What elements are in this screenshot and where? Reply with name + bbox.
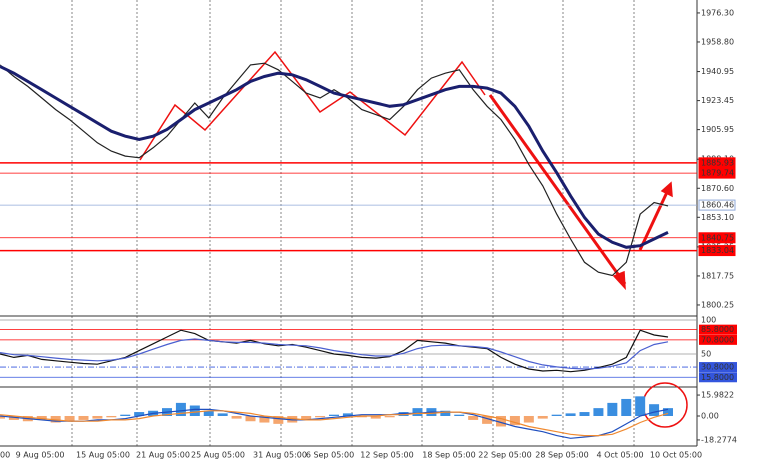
histogram-bar — [259, 415, 270, 423]
x-tick-label: 15 Aug 05:00 — [76, 451, 130, 460]
x-tick-label: 00 — [0, 451, 10, 460]
histogram-bar — [92, 415, 103, 419]
histogram-bar — [50, 415, 61, 423]
vertical-grid — [71, 0, 635, 446]
histogram-bar — [523, 415, 534, 423]
y-tick-label: 0.00 — [701, 411, 719, 420]
histogram-bar — [579, 412, 590, 416]
series-line — [0, 338, 669, 370]
level-label-box — [698, 199, 736, 211]
y-tick-label: 100 — [701, 316, 716, 325]
y-tick-label: 85.8000 — [701, 325, 734, 334]
histogram-bar — [621, 398, 632, 416]
x-tick-label: 12 Sep 05:00 — [360, 451, 413, 460]
y-tick-label: 1870.60 — [701, 184, 734, 193]
level-label: 1833.04 — [701, 246, 734, 255]
panel-borders — [0, 0, 698, 447]
y-tick-label: 1817.75 — [701, 271, 734, 280]
y-tick-label: 1853.10 — [701, 213, 734, 222]
histogram-bar — [551, 414, 562, 416]
y-tick-label: 15.9822 — [701, 391, 734, 400]
histogram-bar — [120, 414, 131, 416]
histogram-bar — [482, 415, 493, 424]
level-label: 1879.74 — [701, 169, 734, 178]
y-tick-label: 70.8000 — [701, 335, 734, 344]
histogram-bar — [78, 415, 89, 420]
tick-label-box — [699, 324, 737, 335]
y-tick-label: 1905.95 — [701, 125, 734, 134]
y-tick-label: 1940.95 — [701, 67, 734, 76]
y-tick-label: 50 — [701, 350, 711, 359]
series-line — [0, 62, 669, 277]
annotations — [139, 50, 688, 428]
x-tick-label: 28 Sep 05:00 — [535, 451, 588, 460]
histogram-bar — [231, 415, 242, 419]
histogram-bar — [565, 413, 576, 416]
y-tick-label: -18.2774 — [701, 435, 737, 444]
level-label-box — [698, 232, 736, 244]
y-tick-label: 15.8000 — [701, 373, 734, 382]
tick-label-box — [699, 372, 737, 383]
histogram-bar — [537, 415, 548, 419]
x-tick-label: 21 Aug 05:00 — [136, 451, 190, 460]
histogram-bar — [106, 415, 117, 418]
histogram-bar — [287, 415, 298, 423]
histogram-bar — [342, 413, 353, 416]
histogram-bar — [398, 412, 409, 416]
tick-label-box — [699, 334, 737, 345]
histogram-bar — [0, 415, 5, 419]
histogram-bar — [175, 402, 186, 416]
level-label: 1860.46 — [701, 201, 734, 210]
x-tick-label: 10 Oct 05:00 — [650, 451, 702, 460]
histogram-bar — [370, 415, 381, 419]
x-tick-label: 25 Aug 05:00 — [191, 451, 245, 460]
histogram-bar — [329, 414, 339, 416]
histogram-bar — [663, 408, 673, 416]
histogram-bar — [412, 408, 423, 416]
histogram-bar — [217, 413, 228, 416]
histogram-bar — [203, 410, 214, 416]
y-tick-label: 1976.30 — [701, 8, 734, 17]
histogram-bar — [301, 415, 312, 420]
histogram-bar — [607, 402, 618, 416]
histogram-bar — [440, 410, 451, 416]
histogram-bar — [593, 408, 604, 416]
x-tick-label: 31 Aug 05:00 — [253, 451, 307, 460]
series-line — [0, 329, 669, 373]
y-tick-label: 1800.25 — [701, 300, 734, 309]
histogram-bar — [189, 405, 200, 416]
level-label: 1885.93 — [701, 158, 734, 167]
x-tick-label: 9 Aug 05:00 — [16, 451, 65, 460]
histogram-bar — [315, 415, 326, 418]
y-tick-label: 1923.45 — [701, 96, 734, 105]
x-tick-label: 6 Sep 05:00 — [306, 451, 354, 460]
histogram-bar — [273, 415, 284, 424]
y-tick-label: 30.8000 — [701, 363, 734, 372]
histogram-bar — [635, 396, 646, 416]
level-label-box — [698, 245, 736, 257]
histogram-bar — [384, 415, 395, 418]
histogram-bar — [8, 415, 19, 420]
level-label: 1840.75 — [701, 233, 734, 242]
histogram-bar — [356, 415, 367, 418]
histogram-bar — [468, 415, 479, 420]
histogram-bar — [134, 412, 145, 416]
histogram-bar — [509, 415, 520, 426]
histogram-bar — [64, 415, 75, 422]
x-tick-label: 22 Sep 05:00 — [478, 451, 531, 460]
y-tick-label: 1958.80 — [701, 37, 734, 46]
level-label-box — [698, 167, 736, 179]
histogram-bar — [36, 415, 47, 420]
series-line — [0, 410, 669, 437]
histogram-bar — [454, 414, 465, 416]
histogram-bar — [649, 404, 660, 416]
tick-label-box — [699, 362, 737, 373]
series-line — [0, 65, 669, 249]
x-tick-label: 18 Sep 05:00 — [422, 451, 475, 460]
histogram-bar — [496, 415, 506, 427]
x-tick-label: 4 Oct 05:00 — [596, 451, 643, 460]
histogram-bar — [245, 415, 256, 422]
